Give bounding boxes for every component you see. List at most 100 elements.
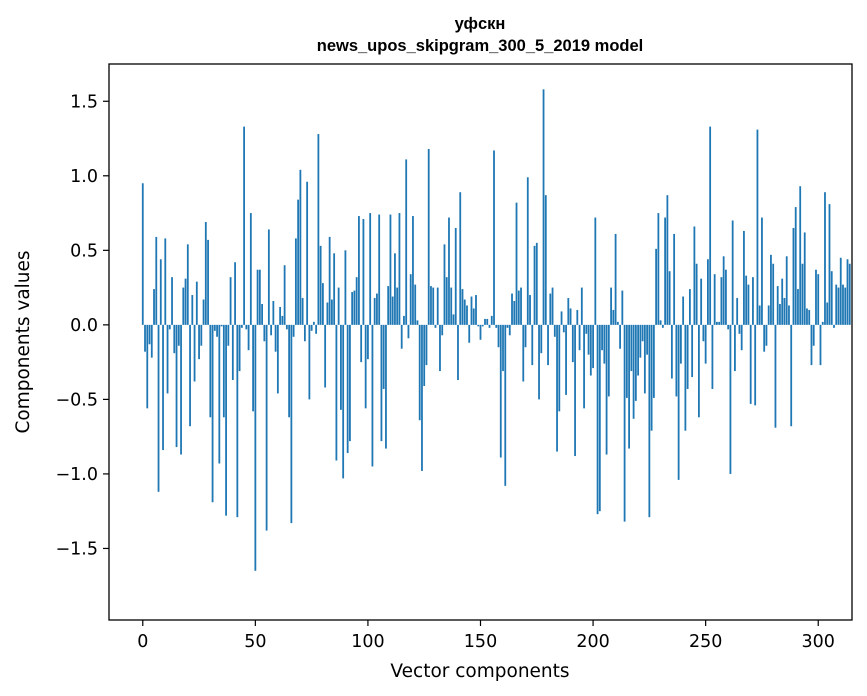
bar-229 [657, 213, 660, 325]
bar-38 [227, 324, 230, 346]
bar-34 [218, 324, 221, 464]
bar-304 [826, 302, 829, 325]
bar-84 [331, 299, 333, 325]
bar-231 [661, 324, 664, 328]
bar-228 [655, 248, 658, 325]
bar-143 [463, 299, 466, 325]
bar-264 [736, 298, 739, 325]
bar-94 [353, 290, 356, 325]
bar-91 [346, 324, 349, 454]
bar-169 [522, 324, 525, 382]
bar-41 [234, 262, 236, 325]
bar-278 [767, 305, 770, 325]
x-tick-label: 250 [689, 632, 722, 652]
bar-240 [682, 296, 685, 325]
bar-195 [580, 287, 583, 325]
bar-138 [452, 314, 455, 325]
bar-25 [198, 324, 200, 360]
bar-223 [643, 324, 646, 394]
bar-198 [587, 324, 590, 355]
bar-222 [641, 324, 644, 342]
y-axis-label: Components values [13, 250, 34, 433]
bar-37 [225, 324, 227, 516]
bar-202 [596, 324, 599, 515]
bar-266 [740, 324, 743, 351]
bar-212 [619, 324, 621, 349]
bar-12 [168, 324, 171, 330]
bar-236 [673, 233, 676, 325]
bar-292 [799, 186, 802, 325]
bar-176 [538, 324, 540, 400]
bar-241 [684, 324, 687, 431]
bar-168 [520, 287, 522, 325]
bar-309 [837, 287, 840, 325]
y-tick-label: 0.5 [70, 241, 98, 261]
bar-295 [806, 308, 808, 325]
bar-114 [398, 213, 401, 325]
bar-261 [729, 324, 732, 474]
bar-232 [664, 217, 667, 325]
bar-88 [340, 324, 342, 410]
bar-149 [477, 324, 480, 327]
bar-289 [792, 227, 795, 325]
bar-130 [434, 324, 437, 328]
bar-79 [319, 245, 322, 325]
bar-120 [412, 216, 414, 325]
bar-16 [177, 324, 180, 346]
bar-90 [344, 250, 347, 325]
bar-124 [421, 324, 423, 471]
bar-118 [407, 324, 410, 339]
bar-283 [779, 303, 781, 325]
bar-179 [544, 195, 547, 325]
bar-308 [835, 284, 838, 325]
bar-233 [666, 195, 669, 325]
bar-70 [299, 169, 302, 325]
bar-14 [173, 324, 176, 354]
x-tick-label: 300 [802, 632, 835, 652]
bar-10 [164, 238, 167, 325]
bar-109 [387, 286, 390, 325]
bar-72 [303, 324, 306, 342]
bar-73 [306, 181, 309, 325]
bar-18 [182, 287, 185, 325]
bar-277 [765, 324, 768, 346]
bar-204 [601, 324, 603, 351]
bar-42 [236, 324, 239, 518]
bar-267 [743, 230, 745, 325]
bar-17 [180, 324, 182, 455]
bar-305 [828, 204, 831, 325]
bar-200 [592, 324, 594, 369]
bar-290 [794, 207, 797, 325]
bar-152 [484, 318, 486, 325]
bar-209 [612, 309, 615, 325]
bar-161 [504, 324, 507, 486]
bar-243 [688, 289, 691, 325]
bar-107 [382, 324, 385, 389]
bar-177 [540, 324, 543, 354]
bar-227 [652, 324, 655, 398]
bar-170 [524, 324, 527, 348]
bar-43 [238, 324, 241, 372]
bar-144 [466, 305, 468, 325]
bar-210 [614, 233, 617, 325]
bar-96 [358, 216, 360, 325]
bar-77 [315, 324, 318, 334]
bar-155 [490, 315, 493, 325]
bar-235 [670, 324, 673, 379]
bar-44 [240, 324, 243, 328]
bar-312 [844, 287, 847, 325]
bar-196 [583, 324, 585, 409]
bar-286 [785, 256, 788, 325]
bar-135 [445, 277, 448, 325]
bar-48 [249, 213, 252, 325]
bar-302 [821, 321, 824, 325]
bar-159 [499, 324, 502, 458]
bar-262 [731, 220, 734, 325]
bar-284 [781, 278, 784, 325]
bar-2 [146, 324, 149, 409]
bar-146 [470, 296, 473, 325]
bar-311 [842, 284, 844, 325]
bar-211 [616, 321, 619, 325]
bar-117 [405, 159, 408, 325]
